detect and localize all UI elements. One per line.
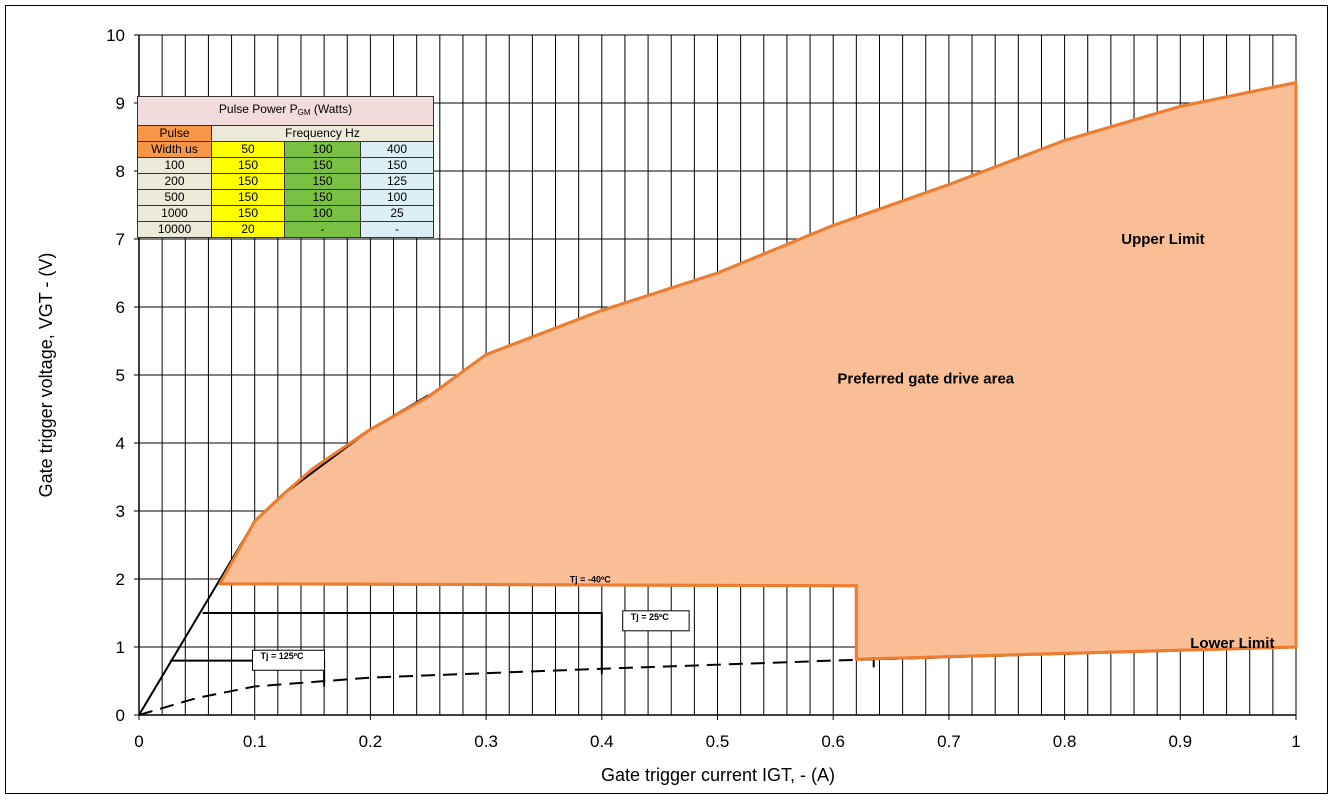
x-axis-title: Gate trigger current IGT, - (A) <box>601 765 835 785</box>
row-value-100: 150 <box>284 157 361 174</box>
x-tick-label: 0.9 <box>1168 732 1192 751</box>
table-row: 10000 20 - - <box>137 221 434 238</box>
row-value-50: 150 <box>211 205 285 222</box>
preferred-area-outline <box>218 81 1298 661</box>
x-tick-label: 0.7 <box>937 732 961 751</box>
row-value-400: 150 <box>360 157 434 174</box>
row-value-50: 150 <box>211 157 285 174</box>
row-value-400: 125 <box>360 173 434 190</box>
x-tick-label: 0.1 <box>243 732 267 751</box>
annotation-box <box>251 649 325 671</box>
y-tick-label: 0 <box>116 706 125 725</box>
tick-label-layer: 0 0.1 0.2 0.3 0.4 0.5 0.6 0.7 0.8 0.9 101234567891… <box>106 26 1301 751</box>
pulse-header: Pulse <box>137 125 212 142</box>
x-tick-label: 0.5 <box>706 732 730 751</box>
table-row: 1000 150 100 25 <box>137 205 434 222</box>
x-tick-label: 1 <box>1291 732 1300 751</box>
y-tick-label: 5 <box>116 366 125 385</box>
width-header: Width us <box>137 141 212 158</box>
row-value-100: 100 <box>284 205 361 222</box>
y-tick-label: 1 <box>116 638 125 657</box>
row-width: 200 <box>137 173 212 190</box>
table-title-row: Pulse Power PGM (Watts) <box>137 96 434 126</box>
row-width: 100 <box>137 157 212 174</box>
table-title-subscript: GM <box>297 108 311 117</box>
row-value-400: - <box>360 221 434 238</box>
x-tick-label: 0.8 <box>1053 732 1077 751</box>
row-value-400: 100 <box>360 189 434 206</box>
chart-frame <box>5 5 1328 794</box>
row-value-100: 150 <box>284 173 361 190</box>
freq-col-100: 100 <box>284 141 361 158</box>
table-title-suffix: (Watts) <box>310 102 353 116</box>
annotation-layer: Upper Limit Preferred gate drive area Lowe… <box>251 231 1274 671</box>
annotation-label: Tj = 25ºC <box>631 612 670 622</box>
row-value-50: 150 <box>211 173 285 190</box>
frequency-header: Frequency Hz <box>211 125 434 142</box>
table-row: 100 150 150 150 <box>137 157 434 174</box>
table-title-text: Pulse Power P <box>218 102 298 116</box>
y-tick-label: 7 <box>116 230 125 249</box>
annotation-box <box>622 610 690 632</box>
x-tick-label: 0.2 <box>359 732 383 751</box>
annotation-label: Tj = -40ºC <box>570 574 612 584</box>
row-value-100: 150 <box>284 189 361 206</box>
y-tick-label: 3 <box>116 502 125 521</box>
table-header-row-1: Pulse Frequency Hz <box>137 125 434 142</box>
row-width: 1000 <box>137 205 212 222</box>
x-tick-label: 0 <box>134 732 143 751</box>
x-tick-label: 0.3 <box>474 732 498 751</box>
annotation-label: Preferred gate drive area <box>837 370 1014 387</box>
y-tick-label: 9 <box>116 94 125 113</box>
row-value-50: 20 <box>211 221 285 238</box>
row-width: 10000 <box>137 221 212 238</box>
row-width: 500 <box>137 189 212 206</box>
table-row: 200 150 150 125 <box>137 173 434 190</box>
y-axis-title: Gate trigger voltage, VGT - (V) <box>36 253 56 498</box>
row-value-400: 25 <box>360 205 434 222</box>
series-line-2 <box>219 582 858 660</box>
freq-col-50: 50 <box>211 141 285 158</box>
table-row: 500 150 150 100 <box>137 189 434 206</box>
annotation-label: Lower Limit <box>1190 635 1274 652</box>
row-value-50: 150 <box>211 189 285 206</box>
table-header-row-2: Width us 50 100 400 <box>137 141 434 158</box>
row-value-100: - <box>284 221 361 238</box>
annotation-label: Tj = 125ºC <box>260 651 304 661</box>
x-tick-label: 0.4 <box>590 732 614 751</box>
table-title: Pulse Power PGM (Watts) <box>137 96 434 126</box>
y-tick-label: 8 <box>116 162 125 181</box>
series-layer <box>138 81 1298 716</box>
y-tick-label: 2 <box>116 570 125 589</box>
series-line-3 <box>202 612 603 675</box>
pulse-power-table: Pulse Power PGM (Watts) Pulse Frequency … <box>137 96 434 238</box>
y-tick-label: 6 <box>116 298 125 317</box>
freq-col-400: 400 <box>360 141 434 158</box>
y-tick-label: 4 <box>116 434 125 453</box>
annotation-label: Upper Limit <box>1121 231 1204 248</box>
y-tick-label: 10 <box>106 26 125 45</box>
x-tick-label: 0.6 <box>821 732 845 751</box>
